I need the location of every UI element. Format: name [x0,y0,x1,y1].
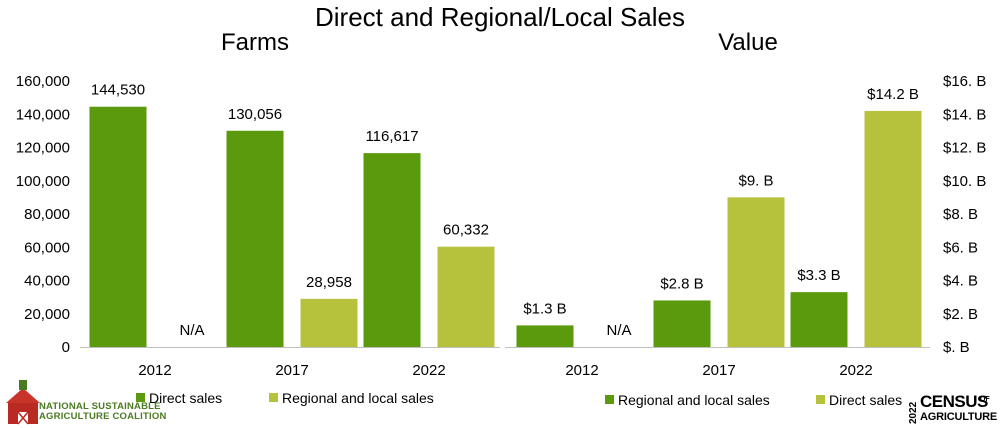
legend-label: Direct sales [149,390,222,406]
legend-label: Regional and local sales [618,392,770,408]
chart-title: Direct and Regional/Local Sales [315,2,685,32]
bar-2017-series1 [653,300,711,347]
data-label: $9. B [738,172,773,189]
y-tick-label: $8. B [943,206,978,223]
bar-2017-series1 [226,130,284,347]
panel-farms: Farms 0 20,000 40,000 60,000 80,000 100,000 120… [16,29,500,406]
x-tick-label: 2022 [412,362,445,379]
bar-2017-series2 [300,298,358,347]
y-tick-label: 40,000 [24,273,70,290]
x-tick-label: 2022 [839,362,872,379]
y-tick-label: $2. B [943,306,978,323]
data-label-na: N/A [606,322,631,339]
legend-swatch [269,393,278,402]
y-tick-label: $12. B [943,140,986,157]
y-tick-label: $16. B [943,73,986,90]
legend-swatch [136,393,145,402]
bar-2012-series1 [89,106,147,347]
y-tick-label: $4. B [943,273,978,290]
panel-subtitle: Value [718,29,778,56]
data-label: 60,332 [443,222,489,239]
y-tick-label: 60,000 [24,239,70,256]
data-label: $14.2 B [867,86,919,103]
nsac-logo [6,380,40,425]
y-tick-label: 100,000 [16,173,70,190]
nsac-line-2: AGRICULTURE COALITION [39,411,167,422]
bar-2022-series2 [437,246,495,347]
legend-label: Regional and local sales [282,390,434,406]
y-tick-label: $. B [943,339,970,356]
legend-label: Direct sales [829,392,902,408]
census-year-mark: 2022 [908,401,918,424]
y-tick-label: $14. B [943,106,986,123]
bar-2022-series1 [790,292,848,347]
y-tick-label: 80,000 [24,206,70,223]
bar-2012-series1 [516,325,574,347]
legend-swatch [816,395,825,404]
census-agriculture: AGRICULTURE [920,411,998,423]
y-tick-label: $10. B [943,173,986,190]
x-tick-label: 2017 [702,362,735,379]
data-label: 144,530 [91,82,145,99]
y-tick-label: 20,000 [24,306,70,323]
data-label: $3.3 B [797,267,840,284]
data-label: 28,958 [306,274,352,291]
bar-2022-series1 [363,153,421,347]
x-tick-label: 2012 [138,362,171,379]
y-tick-label: 140,000 [16,106,70,123]
data-label: $1.3 B [523,300,566,317]
x-tick-label: 2017 [275,362,308,379]
y-tick-label: $6. B [943,239,978,256]
y-tick-label: 160,000 [16,73,70,90]
y-tick-label: 0 [62,339,70,356]
nsac-logo-text: NATIONAL SUSTAINABLE AGRICULTURE COALITI… [39,402,167,422]
nsac-line-1: NATIONAL SUSTAINABLE [39,401,161,412]
census-word: CENSUS [920,392,988,411]
panel-value: Value $. B $2. B $4. B $6. B $8. B $10. B $12. … [505,29,986,408]
census-year: 2022 [908,401,918,424]
census-of: OF [980,396,990,403]
panel-subtitle: Farms [221,29,289,56]
x-tick-label: 2012 [565,362,598,379]
data-label: $2.8 B [660,275,703,292]
bar-2017-series2 [727,197,785,347]
y-tick-label: 120,000 [16,140,70,157]
legend-swatch [605,395,614,404]
data-label-na: N/A [179,322,204,339]
data-label: 116,617 [365,128,418,145]
data-label: 130,056 [228,106,282,123]
bar-2022-series2 [864,110,922,347]
